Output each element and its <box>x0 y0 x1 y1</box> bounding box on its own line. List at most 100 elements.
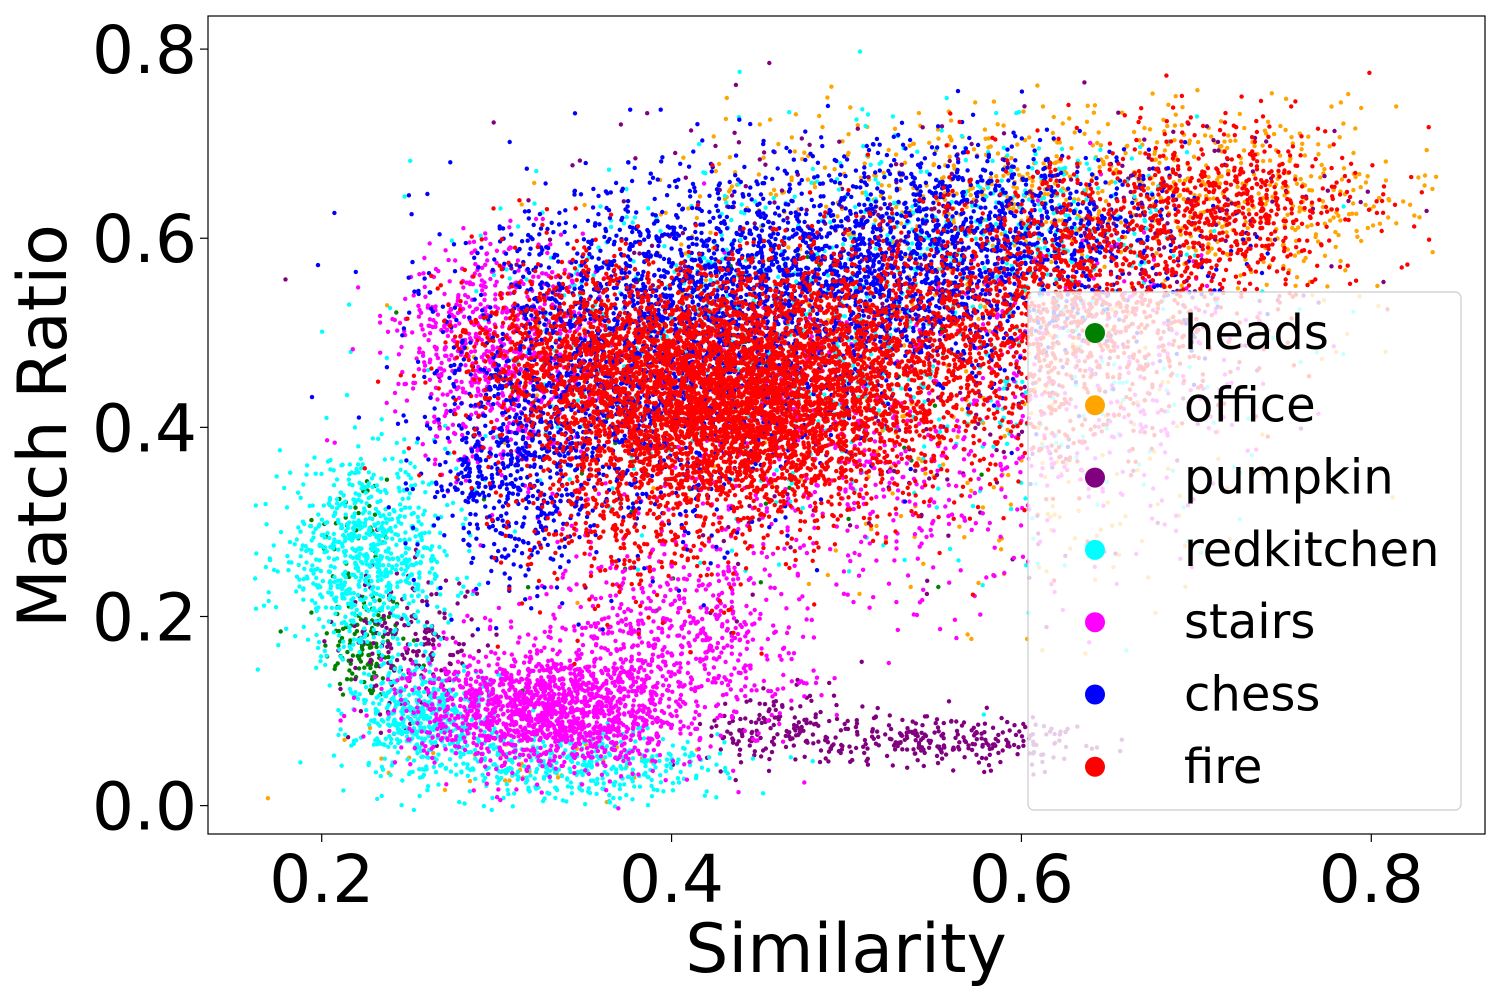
point <box>1226 133 1231 138</box>
point <box>1327 218 1333 223</box>
point <box>371 590 376 595</box>
point <box>385 555 390 560</box>
point <box>397 538 403 543</box>
point <box>292 542 297 547</box>
point <box>831 742 836 747</box>
point <box>818 748 824 753</box>
point <box>364 569 369 574</box>
point <box>946 699 952 704</box>
point <box>848 105 853 110</box>
point <box>978 304 983 309</box>
point <box>1068 177 1074 182</box>
point <box>862 737 868 743</box>
point <box>408 158 413 163</box>
point <box>1306 134 1311 139</box>
point <box>939 750 944 755</box>
point <box>717 751 723 756</box>
point <box>265 796 271 801</box>
point <box>379 793 384 799</box>
point <box>543 770 549 775</box>
point <box>1430 250 1435 255</box>
point <box>997 538 1002 543</box>
point <box>1359 238 1364 244</box>
point <box>976 316 981 322</box>
point <box>840 743 845 749</box>
point <box>478 233 483 238</box>
point <box>749 729 755 735</box>
point <box>379 554 385 559</box>
point <box>416 619 421 624</box>
point <box>881 170 886 176</box>
point <box>352 524 357 529</box>
point <box>580 762 585 768</box>
point <box>870 727 875 732</box>
point <box>1333 244 1338 250</box>
point <box>1186 245 1191 250</box>
point <box>528 773 533 778</box>
point <box>372 523 378 528</box>
point <box>304 463 310 468</box>
point <box>962 755 967 760</box>
point <box>415 637 420 643</box>
point <box>442 615 447 621</box>
point <box>728 731 733 736</box>
point <box>376 436 381 441</box>
point <box>358 559 364 564</box>
point <box>1049 259 1054 265</box>
point <box>347 668 352 673</box>
point <box>704 789 709 794</box>
point <box>910 241 915 246</box>
point <box>1021 109 1026 114</box>
point <box>1292 253 1298 258</box>
point <box>711 134 716 139</box>
point <box>314 575 319 581</box>
point <box>661 789 666 794</box>
point <box>637 251 642 256</box>
point <box>366 760 372 766</box>
point <box>924 591 930 597</box>
point <box>366 470 371 475</box>
point <box>1252 143 1257 149</box>
point <box>825 572 831 578</box>
point <box>329 605 334 611</box>
point <box>432 631 437 636</box>
point <box>865 112 871 117</box>
point <box>465 773 470 778</box>
point <box>568 780 574 785</box>
point <box>356 666 362 671</box>
point <box>583 802 588 807</box>
point <box>380 676 386 681</box>
point <box>739 210 744 215</box>
point <box>402 514 407 519</box>
point <box>996 750 1001 756</box>
point <box>913 728 918 733</box>
point <box>739 202 744 207</box>
point <box>338 578 343 583</box>
point <box>835 214 840 219</box>
point <box>948 137 954 142</box>
point <box>341 639 346 644</box>
point <box>857 49 863 54</box>
point <box>1283 96 1289 102</box>
point <box>773 699 779 704</box>
point <box>400 778 405 783</box>
point <box>375 548 380 553</box>
point <box>737 752 742 758</box>
point <box>391 613 396 618</box>
point <box>359 524 365 530</box>
point <box>312 455 317 460</box>
point <box>611 795 616 801</box>
point <box>743 184 748 189</box>
point <box>875 705 880 711</box>
point <box>1021 743 1026 748</box>
point <box>491 746 496 752</box>
point <box>384 477 390 482</box>
point <box>1205 250 1210 255</box>
point <box>542 743 547 749</box>
point <box>1056 218 1062 223</box>
point <box>381 719 386 724</box>
point <box>998 547 1004 552</box>
point <box>418 560 423 566</box>
point <box>403 697 408 702</box>
point <box>668 765 674 771</box>
